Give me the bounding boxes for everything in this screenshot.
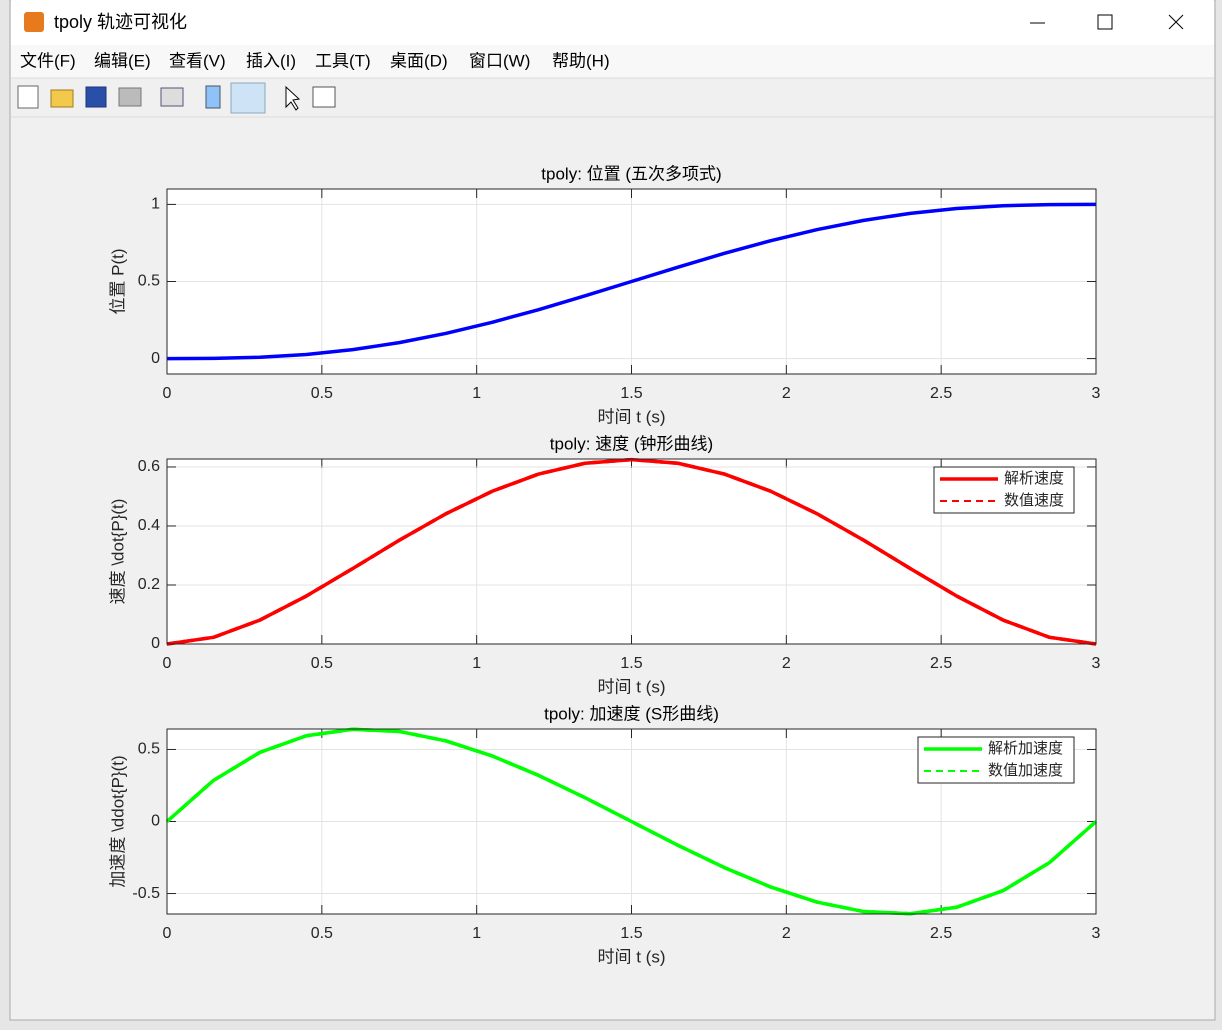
menu-item[interactable]: 查看(V) — [169, 51, 226, 70]
new-icon[interactable] — [17, 85, 39, 109]
y-tick-label: 0.6 — [138, 458, 160, 475]
x-tick-label: 0 — [163, 655, 172, 672]
legend-box — [917, 736, 1075, 784]
x-tick-label: 1 — [472, 655, 481, 672]
legend-label: 数值速度 — [1004, 492, 1064, 509]
y-axis-label: 速度 \dot{P}(t) — [108, 499, 127, 605]
x-tick-label: 2.5 — [930, 925, 952, 942]
menu-item[interactable]: 插入(I) — [246, 51, 296, 70]
axes-box — [166, 728, 1097, 915]
axes-box — [166, 458, 1097, 645]
x-tick-label: 0.5 — [311, 385, 333, 402]
menu-bar — [11, 45, 1214, 78]
y-tick-label: 0 — [151, 635, 160, 652]
x-axis-label: 时间 t (s) — [598, 407, 666, 426]
pointer-icon[interactable] — [285, 85, 301, 111]
y-tick-label: 0.5 — [138, 273, 160, 290]
chart-title: tpoly: 速度 (钟形曲线) — [550, 434, 713, 453]
x-tick-label: 3 — [1092, 385, 1101, 402]
menu-item[interactable]: 帮助(H) — [552, 51, 610, 70]
chart-title: tpoly: 位置 (五次多项式) — [541, 164, 721, 183]
legend-label: 解析速度 — [1004, 470, 1064, 487]
y-axis-label: 加速度 \ddot{P}(t) — [108, 755, 127, 887]
x-tick-label: 1.5 — [620, 655, 642, 672]
data-line — [165, 727, 1098, 916]
chart-title: tpoly: 加速度 (S形曲线) — [544, 704, 719, 723]
data-line — [166, 202, 1097, 361]
x-tick-label: 1.5 — [620, 385, 642, 402]
x-tick-label: 1 — [472, 925, 481, 942]
x-tick-label: 1.5 — [620, 925, 642, 942]
x-tick-label: 0.5 — [311, 655, 333, 672]
y-tick-label: 0.2 — [138, 576, 160, 593]
x-tick-label: 3 — [1092, 655, 1101, 672]
maximize-button[interactable] — [1097, 14, 1113, 30]
save-icon[interactable] — [85, 86, 107, 108]
legend-label: 数值加速度 — [988, 762, 1063, 779]
x-tick-label: 0 — [163, 385, 172, 402]
menu-item[interactable]: 桌面(D) — [390, 51, 448, 70]
legend-icon[interactable] — [230, 82, 266, 114]
x-tick-label: 1 — [472, 385, 481, 402]
x-tick-label: 2 — [782, 925, 791, 942]
app-icon — [24, 12, 44, 32]
print-preview-icon[interactable] — [160, 87, 184, 107]
x-tick-label: 0.5 — [311, 925, 333, 942]
y-tick-label: 1 — [151, 196, 160, 213]
x-tick-label: 3 — [1092, 925, 1101, 942]
property-editor-icon[interactable] — [312, 86, 336, 108]
menu-item[interactable]: 文件(F) — [20, 51, 76, 70]
y-tick-label: 0 — [151, 350, 160, 367]
x-tick-label: 2.5 — [930, 655, 952, 672]
y-axis-label: 位置 P(t) — [108, 248, 127, 314]
y-tick-label: 0.4 — [138, 517, 160, 534]
title-bar — [11, 0, 1214, 45]
menu-item[interactable]: 窗口(W) — [469, 51, 530, 70]
toolbar — [17, 82, 336, 114]
x-axis-label: 时间 t (s) — [598, 947, 666, 966]
x-tick-label: 2 — [782, 655, 791, 672]
x-tick-label: 0 — [163, 925, 172, 942]
data-line — [166, 457, 1097, 646]
x-axis-label: 时间 t (s) — [598, 677, 666, 696]
legend-box — [933, 466, 1075, 514]
y-tick-label: -0.5 — [132, 885, 160, 902]
y-tick-label: 0 — [151, 813, 160, 830]
y-tick-label: 0.5 — [138, 741, 160, 758]
window-title: tpoly 轨迹可视化 — [54, 12, 187, 32]
axes-box — [166, 188, 1097, 375]
open-icon[interactable] — [50, 89, 74, 108]
legend-label: 解析加速度 — [988, 740, 1063, 757]
print-icon[interactable] — [118, 87, 142, 107]
menu-item[interactable]: 工具(T) — [315, 51, 371, 70]
colorbar-icon[interactable] — [205, 85, 221, 109]
x-tick-label: 2 — [782, 385, 791, 402]
x-tick-label: 2.5 — [930, 385, 952, 402]
close-button[interactable] — [1168, 14, 1184, 30]
menu-item[interactable]: 编辑(E) — [94, 51, 151, 70]
